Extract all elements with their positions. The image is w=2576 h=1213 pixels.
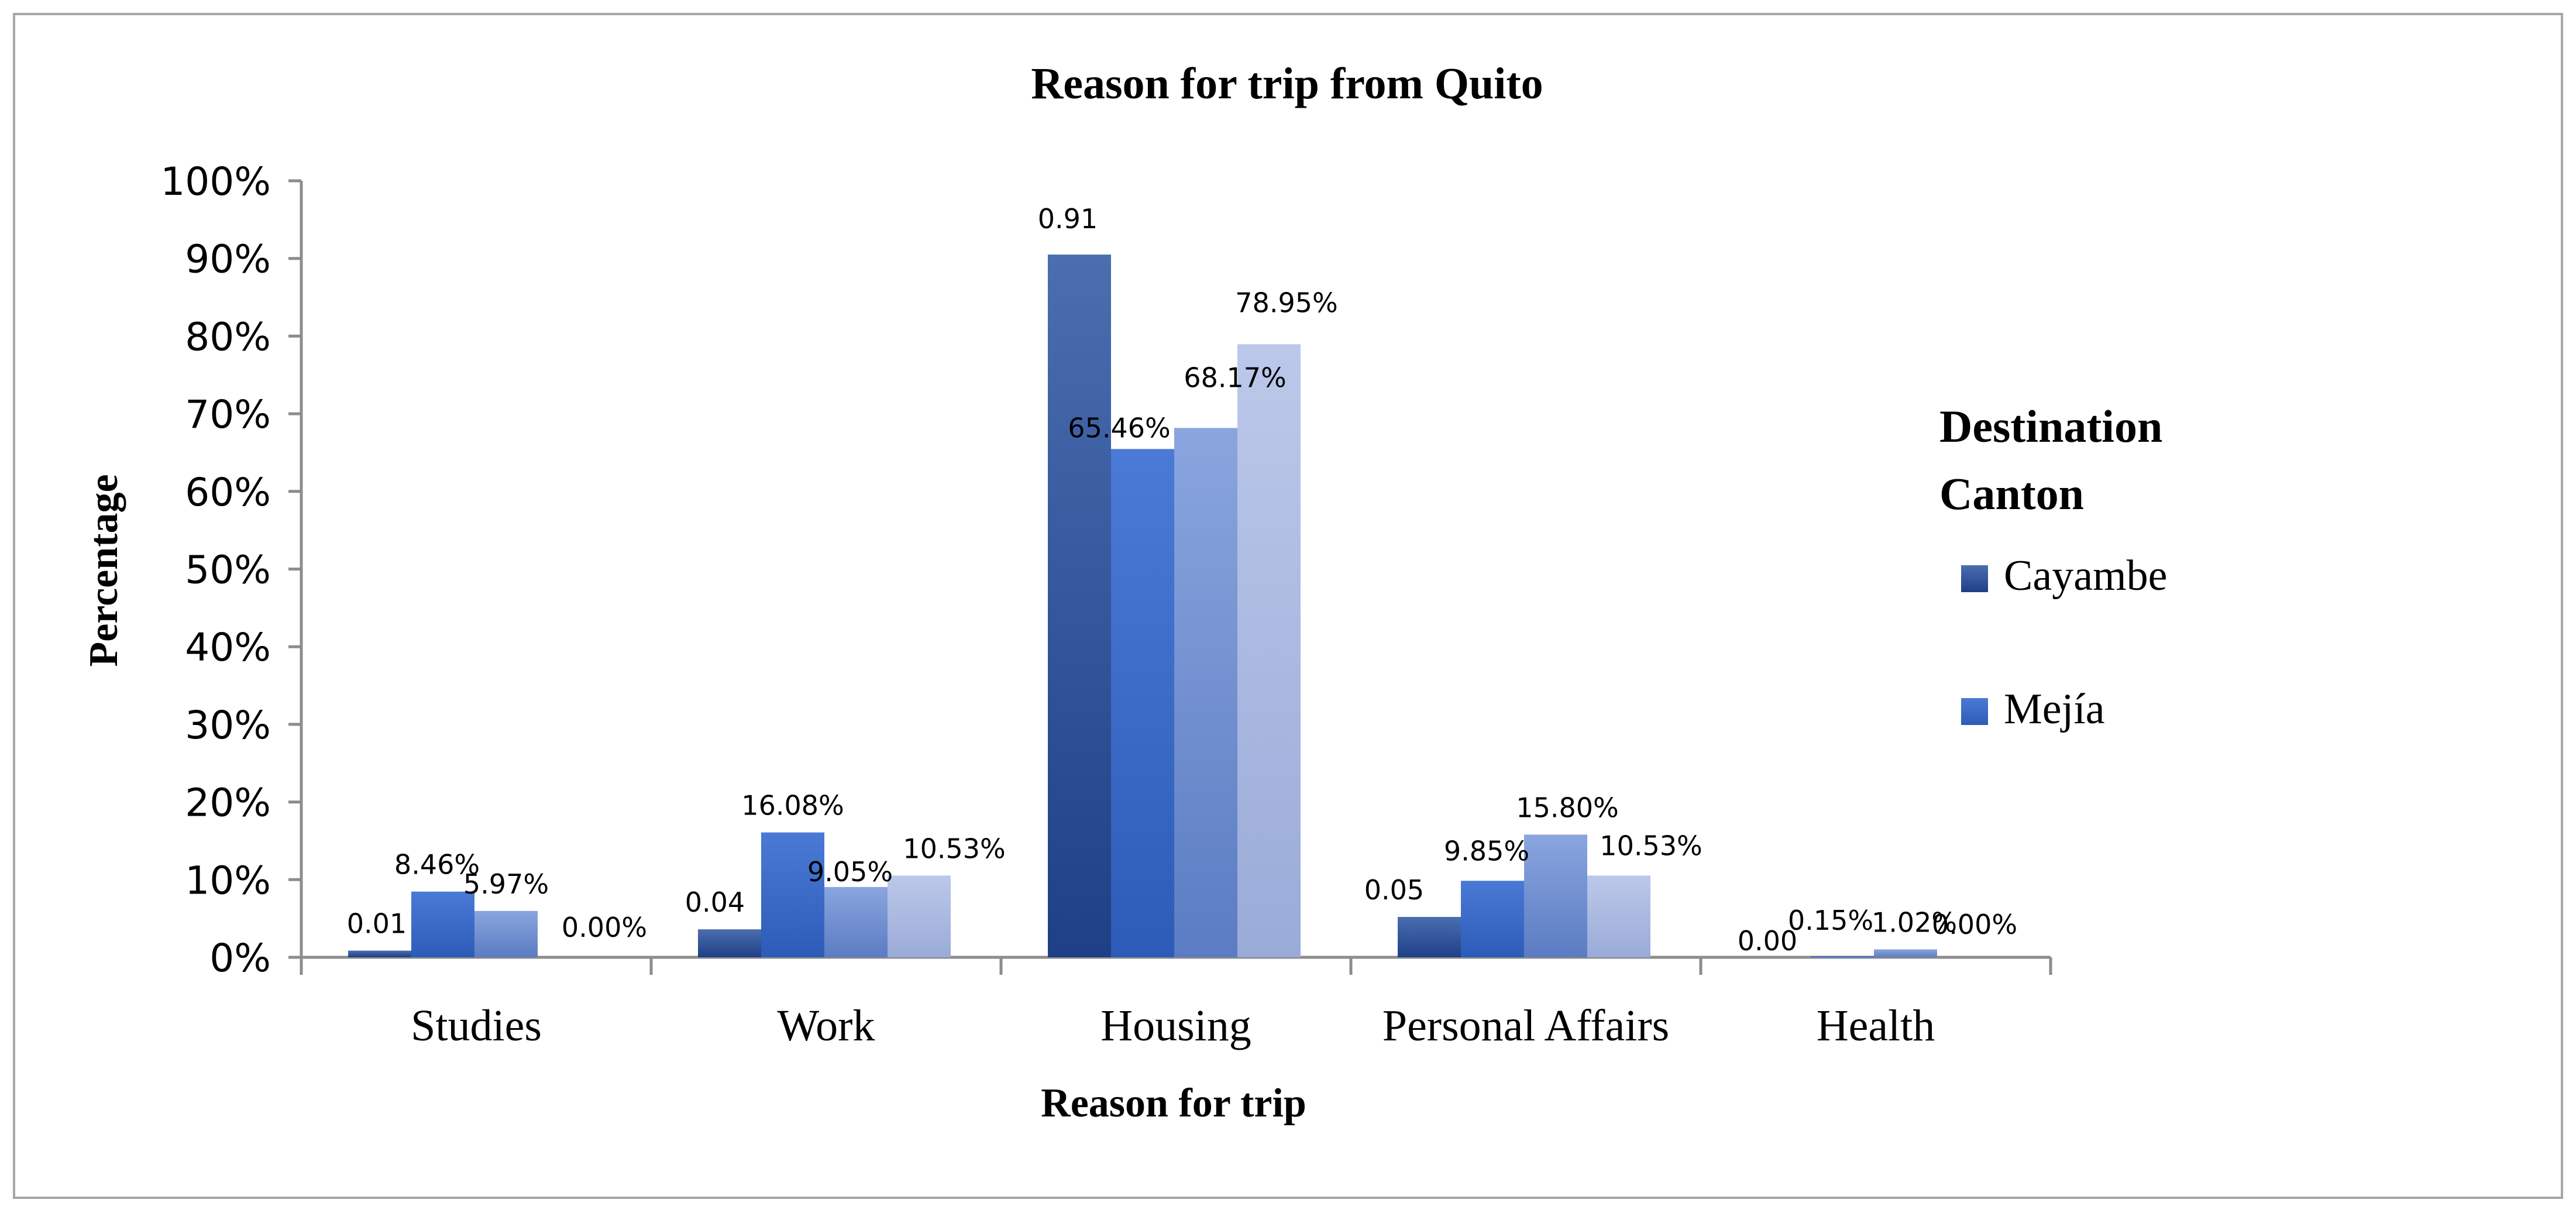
y-tick-label: 60% [185, 470, 271, 515]
legend-title-line-2: Canton [1939, 468, 2084, 519]
bar [1237, 344, 1301, 957]
y-tick-label: 20% [185, 781, 271, 826]
x-axis-label: Reason for trip [1041, 1081, 1306, 1126]
y-tick-label: 70% [185, 392, 271, 437]
legend-label-mejia: Mejía [2004, 685, 2105, 733]
data-label: 5.97% [463, 868, 549, 900]
data-label: 10.53% [903, 833, 1005, 864]
data-label: 9.85% [1444, 835, 1529, 867]
bar [411, 891, 474, 957]
data-label: 0.01 [347, 908, 407, 940]
data-label: 0.05 [1364, 874, 1424, 906]
bar [1111, 449, 1174, 957]
x-tick-label: Work [778, 1001, 875, 1050]
data-label: 65.46% [1068, 412, 1170, 444]
y-axis-label: Percentage [81, 474, 126, 666]
bar [1398, 916, 1461, 957]
legend-swatch-mejia [1961, 698, 1988, 725]
data-label: 1.02% [1872, 906, 1957, 938]
data-label: 0.15% [1788, 905, 1873, 936]
y-tick-label: 80% [185, 314, 271, 359]
y-tick-label: 50% [185, 548, 271, 593]
data-label: 16.08% [741, 790, 844, 822]
y-tick-label: 10% [185, 858, 271, 903]
bar [824, 886, 888, 957]
data-label: 10.53% [1600, 830, 1702, 861]
data-label: 78.95% [1235, 287, 1337, 318]
data-label: 0.00 [1738, 925, 1797, 957]
data-label: 0.91 [1038, 203, 1098, 235]
bars [348, 255, 1937, 958]
legend-swatch-cayambe [1961, 565, 1988, 592]
bar [888, 875, 951, 957]
y-tick-label: 100% [160, 159, 271, 204]
data-label: 8.46% [394, 849, 480, 881]
data-label: 0.00% [1932, 909, 2017, 940]
bar [1461, 881, 1524, 957]
data-labels: 0.01 8.46%5.97% 0.00% 0.04 16.08% 9.05% 10.53%… [347, 203, 2017, 957]
bar [1174, 428, 1237, 957]
bar [698, 929, 761, 957]
legend: Destination Canton Cayambe Mejía [1939, 401, 2167, 733]
legend-label-cayambe: Cayambe [2004, 552, 2167, 600]
data-label: 15.80% [1516, 792, 1618, 823]
bar [474, 910, 538, 957]
bar [1524, 834, 1587, 957]
data-label: 68.17% [1184, 362, 1286, 393]
chart-title: Reason for trip from Quito [1031, 59, 1543, 108]
bar [1874, 949, 1937, 957]
legend-title-line-1: Destination [1939, 401, 2162, 452]
data-label: 9.05% [807, 856, 893, 888]
x-tick-label: Health [1817, 1001, 1935, 1050]
data-label: 0.04 [685, 886, 745, 918]
x-tick-label: Studies [411, 1001, 542, 1050]
data-label: 0.00% [562, 912, 647, 943]
y-tick-label: 30% [185, 703, 271, 748]
y-tick-label: 0% [209, 936, 271, 981]
y-tick-label: 40% [185, 625, 271, 670]
bar [1587, 875, 1650, 957]
x-tick-label: Housing [1100, 1001, 1251, 1050]
bar [348, 950, 411, 957]
y-tick-label: 90% [185, 237, 271, 282]
y-axis: 0% 10% 20% 30% 40% 50% 60% 70% 80% 90% 100% [160, 159, 303, 981]
bar [1811, 956, 1874, 957]
bar [1048, 255, 1111, 958]
x-axis: Studies Work Housing Personal Affairs Health [300, 956, 2052, 1050]
bar [761, 832, 824, 957]
x-tick-label: Personal Affairs [1382, 1001, 1669, 1050]
